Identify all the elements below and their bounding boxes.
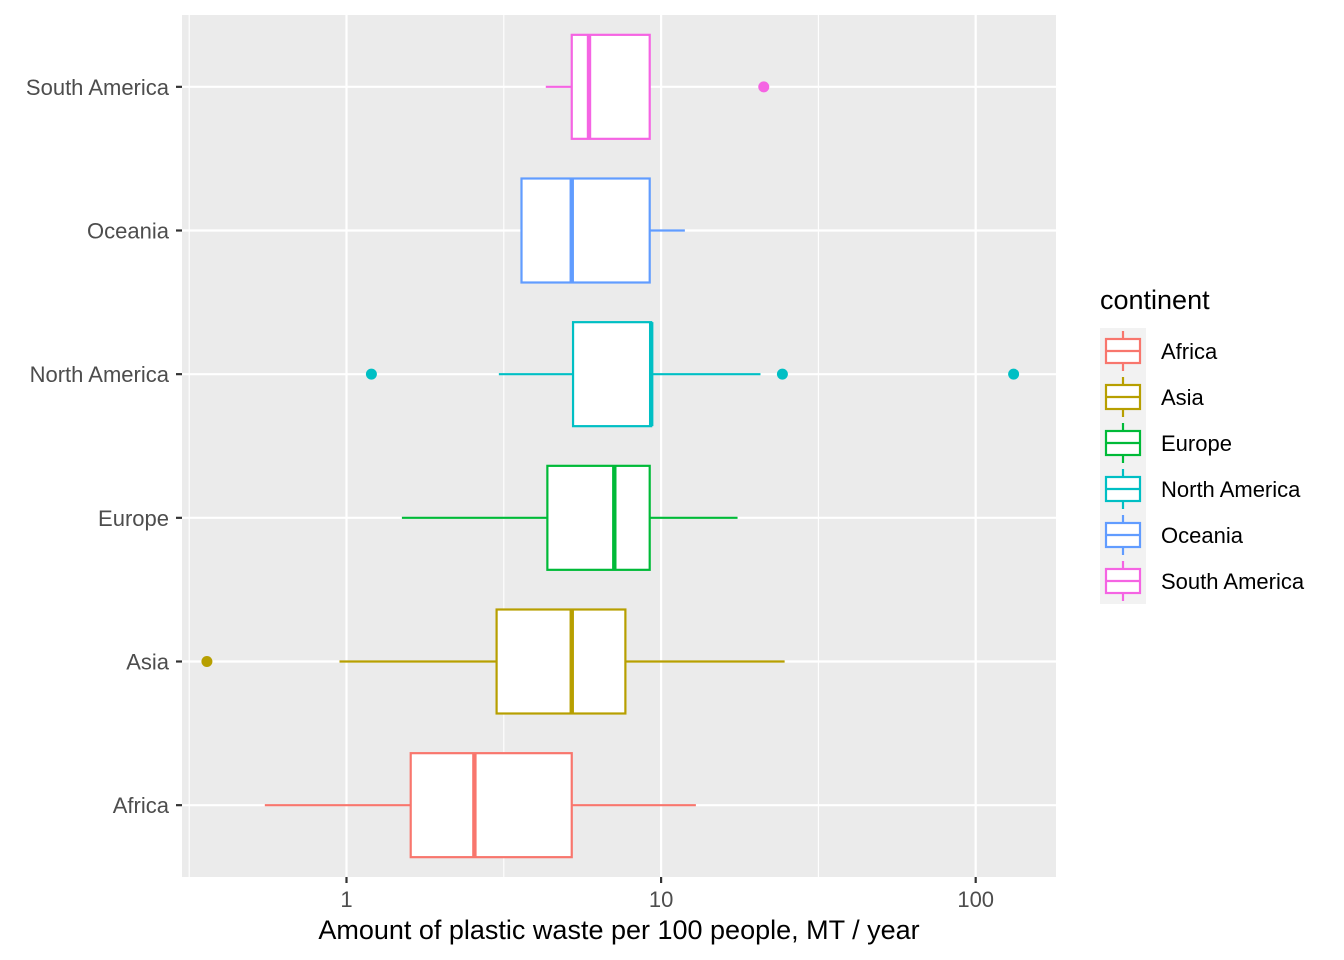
legend-item-asia: Asia <box>1100 374 1205 420</box>
x-tick-label: 1 <box>340 887 352 912</box>
outlier-point <box>201 656 213 667</box>
box-north-america <box>365 321 1020 428</box>
y-tick-label: Oceania <box>87 219 170 244</box>
x-tick-label: 10 <box>649 887 673 912</box>
outlier-point <box>1008 368 1020 380</box>
outlier-point <box>758 81 770 93</box>
box-oceania <box>520 177 685 284</box>
legend-label: North America <box>1161 477 1301 502</box>
outlier-point <box>776 368 788 380</box>
x-axis-title: Amount of plastic waste per 100 people, … <box>318 915 919 945</box>
y-tick-label: North America <box>30 362 170 387</box>
legend-item-south-america: South America <box>1100 558 1305 604</box>
box-iqr <box>495 608 627 715</box>
x-tick-label: 100 <box>957 887 994 912</box>
legend: continent Africa Asia Europe North America O… <box>1100 285 1305 604</box>
legend-item-north-america: North America <box>1100 466 1301 512</box>
y-tick-label: Asia <box>126 650 170 675</box>
legend-label: Europe <box>1161 431 1232 456</box>
legend-item-oceania: Oceania <box>1100 512 1244 558</box>
y-tick-label: Europe <box>98 506 169 531</box>
outlier-point <box>365 368 377 380</box>
legend-label: Oceania <box>1161 523 1244 548</box>
box-iqr <box>409 752 573 859</box>
y-tick-label: South America <box>26 75 170 100</box>
box-iqr <box>571 321 653 428</box>
y-axis: Africa Asia Europe North America Oceania Sout… <box>26 75 182 818</box>
box-europe <box>401 464 738 571</box>
box-south-america <box>545 33 770 140</box>
x-axis: 1 10 100 <box>340 877 994 912</box>
y-tick-label: Africa <box>113 793 170 818</box>
legend-title: continent <box>1100 285 1210 315</box>
legend-label: South America <box>1161 569 1305 594</box>
box-iqr <box>570 33 651 140</box>
legend-label: Asia <box>1161 385 1205 410</box>
box-iqr <box>520 177 651 284</box>
box-iqr <box>546 464 651 571</box>
legend-item-africa: Africa <box>1100 328 1218 374</box>
legend-label: Africa <box>1161 339 1218 364</box>
box-asia <box>201 608 785 715</box>
boxes <box>201 33 1020 859</box>
plot-panel <box>182 15 1056 877</box>
legend-item-europe: Europe <box>1100 420 1232 466</box>
box-africa <box>264 752 696 859</box>
